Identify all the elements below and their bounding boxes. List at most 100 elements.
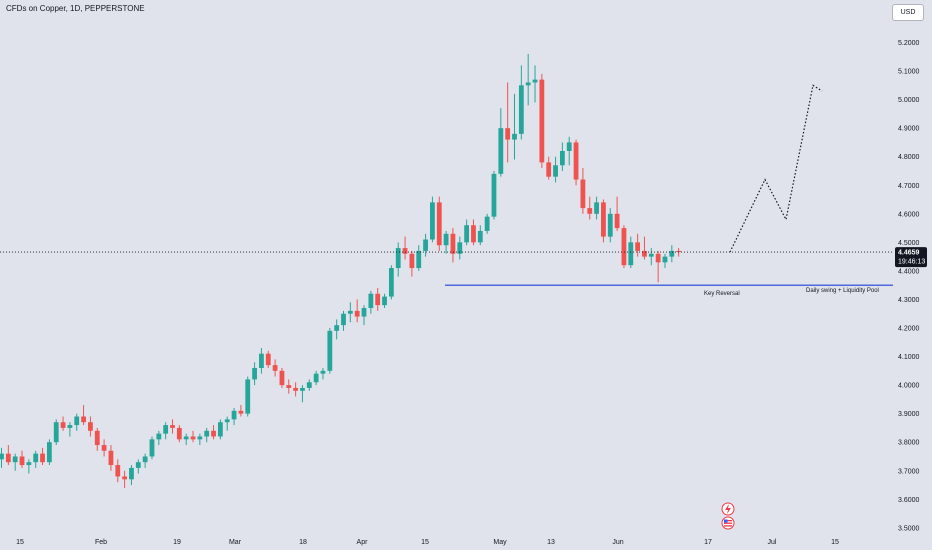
- candle: [635, 233, 641, 257]
- price-axis: 3.5000 3.6000 3.7000 3.8000 3.9000 4.0000 4.10…: [898, 40, 920, 532]
- time-tick-label: Jul: [768, 539, 777, 546]
- candle: [498, 108, 504, 177]
- candle: [395, 242, 401, 277]
- candle: [587, 196, 593, 220]
- candle: [320, 367, 326, 380]
- candle: [491, 170, 497, 220]
- candle: [224, 416, 230, 431]
- candle: [279, 367, 285, 388]
- price-tick-label: 4.8000: [898, 154, 920, 161]
- candle: [450, 228, 456, 263]
- candle: [525, 53, 531, 106]
- price-tick-label: 3.8000: [898, 440, 920, 447]
- candle: [149, 436, 155, 460]
- candle: [163, 422, 169, 440]
- candle: [546, 156, 552, 180]
- candle: [238, 405, 244, 417]
- price-tick-label: 5.0000: [898, 97, 920, 104]
- candle: [5, 445, 11, 466]
- candle: [67, 422, 73, 437]
- current-price-box: 4.4659 19:46:13: [895, 247, 927, 268]
- time-tick-label: 18: [299, 539, 307, 546]
- candle: [559, 142, 565, 171]
- candle: [26, 459, 32, 474]
- price-tick-label: 4.6000: [898, 211, 920, 218]
- price-tick-label: 4.2000: [898, 326, 920, 333]
- time-tick-label: Mar: [229, 539, 242, 546]
- candle: [621, 225, 627, 269]
- candle: [375, 288, 381, 311]
- candle: [594, 196, 599, 220]
- candle: [300, 385, 305, 403]
- candle: [19, 450, 25, 468]
- candle: [176, 425, 182, 443]
- candle: [46, 439, 52, 466]
- time-tick-label: 19: [173, 539, 181, 546]
- candle: [409, 250, 415, 277]
- candle: [60, 416, 66, 431]
- candle: [341, 310, 346, 331]
- candle: [231, 407, 237, 426]
- key-reversal-label: Key Reversal: [704, 291, 740, 297]
- candle: [293, 382, 299, 397]
- price-tick-label: 5.2000: [898, 40, 920, 47]
- price-tick-label: 4.3000: [898, 297, 920, 304]
- time-tick-label: 15: [831, 539, 839, 546]
- candle: [211, 425, 216, 440]
- candle: [471, 219, 476, 246]
- candle: [122, 470, 128, 488]
- candle: [484, 213, 490, 234]
- candle: [580, 168, 586, 214]
- price-tick-label: 4.5000: [898, 240, 920, 247]
- candle: [142, 453, 148, 468]
- candle: [532, 65, 538, 103]
- candle: [512, 93, 517, 160]
- candle: [88, 416, 93, 437]
- bar-countdown: 19:46:13: [898, 259, 925, 266]
- candle: [662, 253, 668, 269]
- candle: [388, 265, 394, 300]
- candle: [217, 419, 223, 440]
- candle: [183, 433, 189, 446]
- projection-path: [729, 84, 823, 253]
- candle: [361, 305, 367, 326]
- lightning-icon[interactable]: [721, 502, 735, 516]
- price-tick-label: 4.7000: [898, 183, 920, 190]
- us-flag-icon[interactable]: [721, 516, 735, 530]
- currency-button[interactable]: USD: [892, 4, 924, 21]
- candle: [423, 233, 428, 257]
- candle: [477, 225, 483, 246]
- candle: [272, 359, 278, 377]
- candle: [135, 459, 141, 474]
- candle: [265, 350, 271, 368]
- candle: [245, 376, 251, 417]
- candle: [614, 196, 620, 231]
- candle: [443, 230, 449, 254]
- candle: [0, 447, 4, 468]
- candle: [286, 379, 292, 394]
- current-price-value: 4.4659: [898, 250, 920, 257]
- liquidity-pool-label: Daily swing + Liquidity Pool: [806, 288, 879, 294]
- price-tick-label: 3.6000: [898, 497, 920, 504]
- price-tick-label: 4.9000: [898, 126, 920, 133]
- candle: [518, 65, 524, 140]
- candle: [553, 156, 558, 183]
- candle: [669, 245, 675, 263]
- candle: [12, 453, 18, 471]
- candle: [573, 139, 579, 186]
- price-tick-label: 3.5000: [898, 525, 920, 532]
- price-tick-label: 5.1000: [898, 69, 920, 76]
- candle: [436, 196, 442, 251]
- candle: [129, 465, 134, 486]
- price-tick-label: 3.7000: [898, 468, 920, 475]
- candle: [156, 430, 162, 446]
- candle: [354, 299, 360, 323]
- candle: [601, 199, 606, 243]
- candle: [430, 196, 435, 243]
- time-tick-label: 15: [421, 539, 429, 546]
- price-tick-label: 4.0000: [898, 383, 920, 390]
- candle: [642, 236, 647, 260]
- candle: [402, 236, 408, 260]
- candle: [464, 219, 470, 246]
